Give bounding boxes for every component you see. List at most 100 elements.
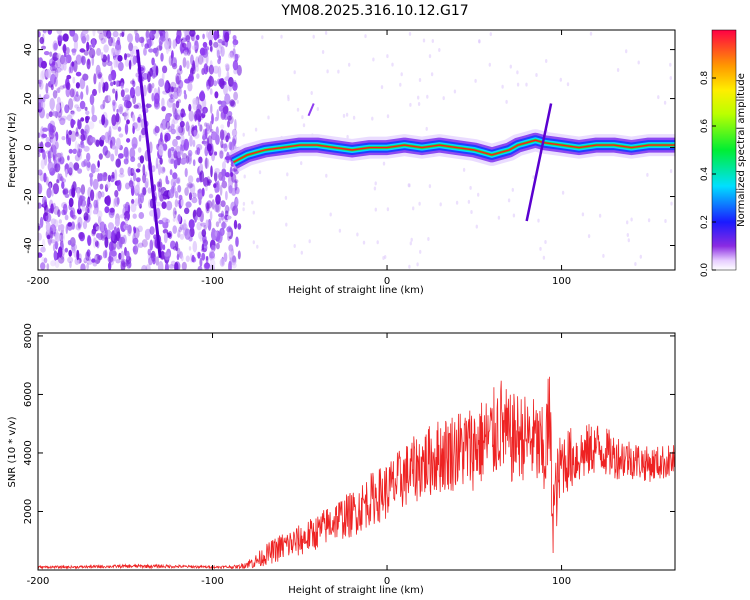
noise-speck — [228, 244, 234, 252]
noise-speck — [157, 261, 164, 270]
noise-speck — [338, 228, 342, 233]
noise-speck — [114, 190, 119, 198]
noise-speck — [80, 144, 85, 149]
noise-speck — [147, 187, 152, 194]
noise-speck — [418, 201, 421, 206]
noise-speck — [214, 167, 220, 174]
noise-speck — [232, 81, 238, 91]
streak-line — [135, 49, 162, 258]
noise-speck — [87, 196, 91, 208]
noise-speck — [115, 259, 121, 264]
noise-speck — [133, 226, 136, 232]
noise-speck — [219, 184, 223, 196]
noise-speck — [145, 264, 151, 270]
noise-speck — [51, 188, 54, 197]
noise-speck — [69, 261, 72, 269]
noise-speck — [70, 243, 78, 251]
noise-speck — [204, 157, 210, 169]
noise-speck — [103, 44, 109, 53]
noise-speck — [67, 240, 72, 246]
noise-speck — [132, 94, 137, 105]
noise-speck — [121, 31, 125, 38]
noise-speck — [221, 180, 228, 189]
noise-speck — [159, 35, 165, 41]
noise-speck — [162, 65, 168, 74]
noise-speck — [43, 30, 47, 35]
noise-speck — [183, 93, 188, 100]
noise-speck — [46, 234, 51, 240]
noise-speck — [310, 91, 313, 95]
noise-speck — [235, 198, 240, 206]
noise-speck — [198, 156, 203, 164]
noise-speck — [38, 169, 43, 176]
noise-speck — [477, 192, 480, 197]
noise-speck — [439, 202, 442, 207]
x-tick-label: 100 — [552, 576, 571, 587]
noise-speck — [64, 214, 69, 221]
noise-speck — [62, 189, 66, 196]
noise-speck — [97, 30, 104, 35]
noise-speck — [54, 240, 59, 248]
noise-speck — [544, 240, 547, 244]
spectrogram-xlabel: Height of straight line (km) — [288, 285, 424, 296]
noise-speck — [626, 233, 629, 237]
noise-speck — [41, 239, 46, 250]
noise-speck — [53, 250, 58, 261]
noise-speck — [178, 194, 183, 200]
noise-speck — [122, 234, 127, 245]
noise-speck — [141, 239, 148, 248]
noise-speck — [88, 48, 96, 59]
noise-speck — [145, 30, 150, 38]
noise-speck — [130, 47, 134, 57]
noise-speck — [68, 197, 74, 208]
noise-speck — [113, 198, 116, 208]
x-tick-label: -200 — [27, 576, 50, 587]
noise-speck — [45, 69, 52, 79]
noise-speck — [149, 67, 153, 77]
noise-speck — [181, 113, 184, 118]
noise-speck — [181, 261, 187, 270]
noise-speck — [211, 113, 214, 125]
noise-speck — [179, 125, 185, 136]
noise-speck — [68, 111, 75, 118]
noise-speck — [102, 59, 107, 67]
noise-speck — [93, 199, 98, 209]
noise-speck — [232, 39, 239, 46]
noise-speck — [232, 35, 237, 41]
noise-speck — [232, 261, 236, 266]
noise-speck — [164, 39, 170, 50]
noise-speck — [663, 100, 667, 105]
noise-speck — [108, 261, 112, 270]
noise-speck — [152, 257, 156, 265]
noise-speck — [507, 198, 511, 203]
noise-speck — [137, 225, 143, 233]
noise-speck — [134, 32, 140, 44]
noise-speck — [188, 192, 193, 201]
noise-speck — [227, 111, 233, 117]
noise-speck — [287, 97, 290, 102]
noise-speck — [155, 157, 159, 169]
noise-speck — [242, 132, 245, 137]
noise-speck — [42, 127, 49, 132]
noise-speck — [177, 125, 184, 134]
noise-speck — [228, 76, 234, 87]
noise-speck — [62, 187, 69, 195]
y-tick-label: -40 — [23, 237, 34, 253]
noise-speck — [189, 30, 196, 37]
noise-speck — [180, 254, 184, 262]
noise-speck — [229, 99, 235, 107]
noise-speck — [59, 176, 64, 182]
snr-xlabel: Height of straight line (km) — [288, 585, 424, 596]
noise-speck — [105, 195, 111, 207]
noise-speck — [64, 104, 70, 114]
noise-speck — [135, 177, 141, 183]
noise-speck — [119, 167, 124, 175]
noise-speck — [242, 201, 246, 206]
noise-speck — [110, 139, 113, 149]
noise-speck — [535, 73, 538, 77]
noise-speck — [39, 36, 45, 45]
noise-speck — [218, 217, 222, 224]
noise-speck — [194, 125, 198, 131]
noise-speck — [168, 97, 175, 103]
noise-speck — [124, 110, 129, 120]
